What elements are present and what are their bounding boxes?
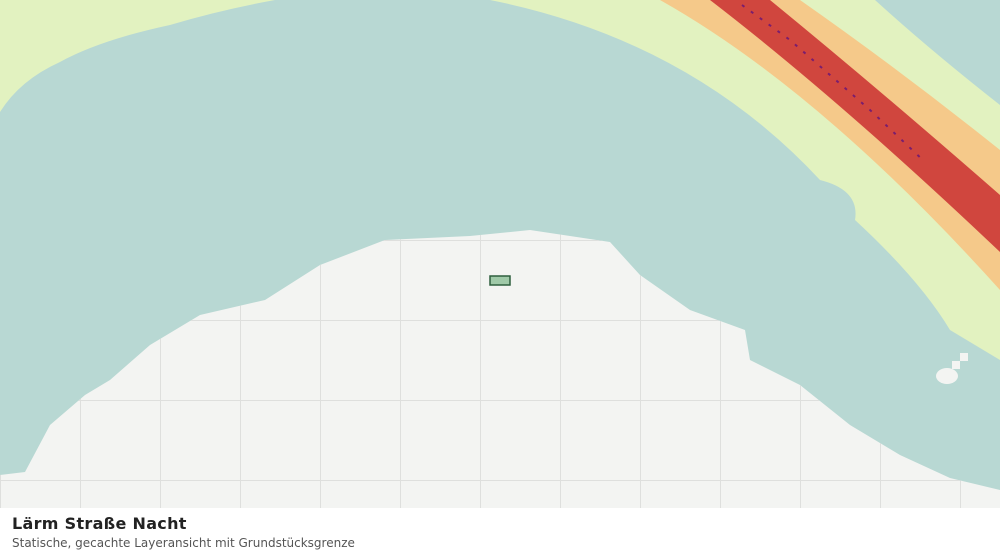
parcel-boundary — [489, 275, 511, 286]
map-subtitle: Statische, gecachte Layeransicht mit Gru… — [12, 536, 355, 550]
land-zone — [0, 230, 1000, 508]
land-islet — [960, 353, 968, 361]
land-islet — [952, 361, 960, 369]
land-islet — [936, 368, 958, 384]
map — [0, 0, 1000, 508]
noise-band-peak — [741, 4, 926, 163]
map-title: Lärm Straße Nacht — [12, 514, 187, 533]
noise-band-low — [0, 0, 275, 112]
caption: Lärm Straße Nacht Statische, gecachte La… — [0, 508, 1000, 560]
